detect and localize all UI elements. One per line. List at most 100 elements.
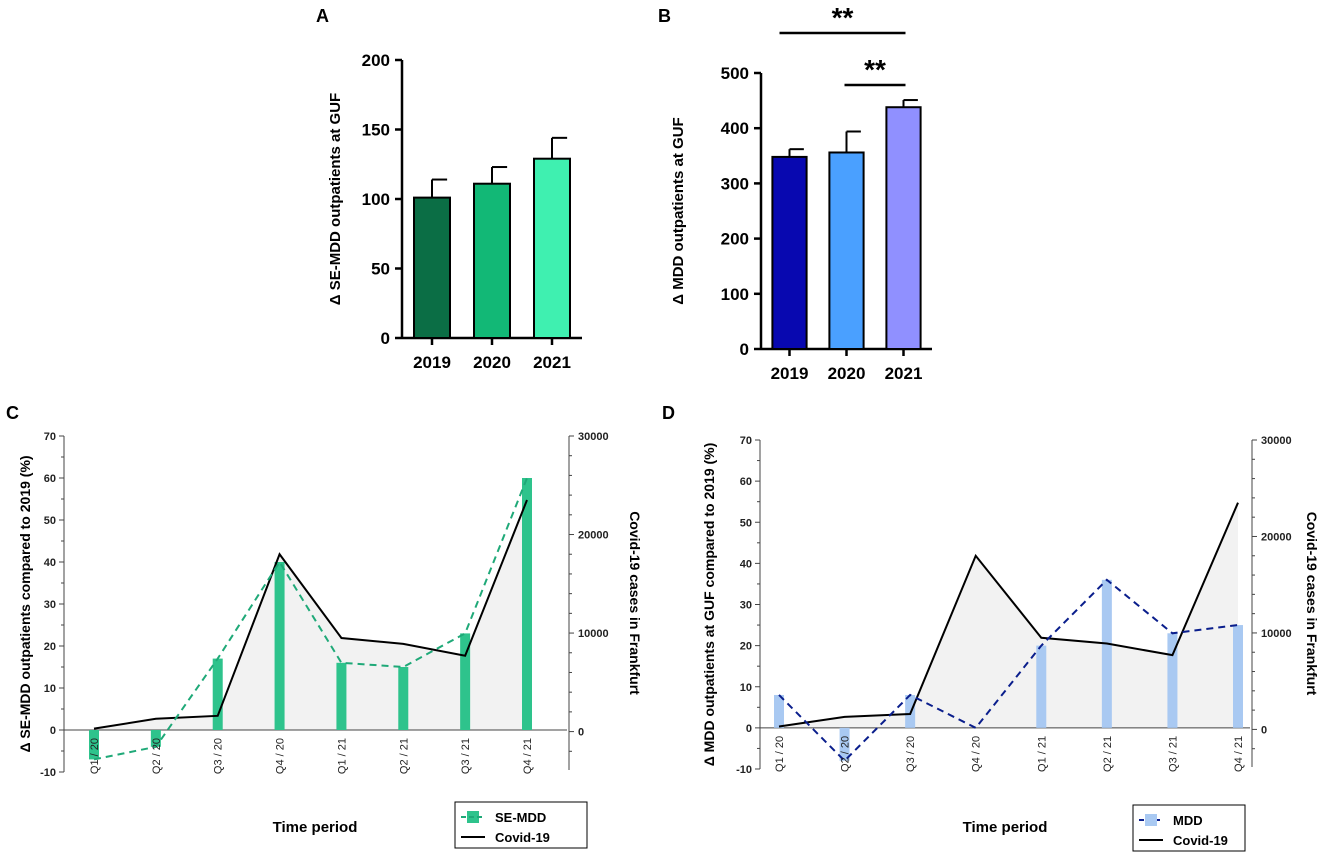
covid-line <box>93 499 528 730</box>
covid-line <box>778 502 1239 728</box>
x-tick-label-q1-20: Q1 / 20 <box>89 738 101 774</box>
x-tick-label-q4-21: Q4 / 21 <box>522 738 534 774</box>
x-tick-label-q2-20: Q2 / 20 <box>151 738 163 774</box>
x-tick-label-q1-21: Q1 / 21 <box>1036 736 1048 772</box>
y-tick-label: 50 <box>371 260 390 279</box>
bar-q1-20 <box>774 694 784 728</box>
bar-q3-21 <box>460 633 471 730</box>
bar-q2-21 <box>398 667 409 730</box>
x-tick-label-q4-20: Q4 / 20 <box>971 736 983 772</box>
bar-2019 <box>413 196 451 339</box>
panel-letter-a: A <box>316 6 329 26</box>
left-y-tick-label: 60 <box>740 476 752 488</box>
right-y-tick-label: 30000 <box>578 431 609 443</box>
x-tick-label-q4-20: Q4 / 20 <box>275 738 287 774</box>
panel-d-combo-chart: -10 0 10 20 30 40 50 60 70 0 10000 20000 30000 Q1 / 2… <box>701 435 1320 852</box>
x-tick-label-2019: 2019 <box>771 364 809 383</box>
legend-label-covid-19: Covid-19 <box>1173 833 1228 848</box>
x-tick-label-q2-20: Q2 / 20 <box>840 736 852 772</box>
bar-q4-20 <box>274 562 285 730</box>
panel-b-bar-chart: 0 100 200 300 400 500 2019 2020 2021 Δ MDD outpat… <box>670 2 932 383</box>
y-tick-label: 300 <box>721 174 749 193</box>
panel-letter-c: C <box>6 403 19 423</box>
right-y-tick-label: 20000 <box>578 530 609 542</box>
y-tick-label: 0 <box>740 340 749 359</box>
y-tick-label: 200 <box>362 51 390 70</box>
y-tick-label: 500 <box>721 64 749 83</box>
panel-letter-d: D <box>662 403 675 423</box>
left-y-tick-label: 20 <box>740 641 752 653</box>
bar-2020 <box>828 151 865 350</box>
panel-a-bar-chart: 0 50 100 150 200 2019 2020 2021 Δ SE-MDD outpati… <box>327 51 582 372</box>
bar-q1-21 <box>336 662 347 730</box>
left-y-axis-label: Δ MDD outpatients at GUF compared to 201… <box>701 443 717 767</box>
bar-q3-20 <box>212 658 223 730</box>
left-y-tick-label: 30 <box>740 600 752 612</box>
left-y-tick-label: 10 <box>740 682 752 694</box>
x-tick-label-q4-21: Q4 / 21 <box>1233 736 1245 772</box>
right-y-tick-label: 30000 <box>1261 435 1292 447</box>
y-tick-label: 400 <box>721 119 749 138</box>
x-tick-label-q3-21: Q3 / 21 <box>460 738 472 774</box>
x-tick-label-q3-21: Q3 / 21 <box>1167 736 1179 772</box>
legend-label-se-mdd: SE-MDD <box>495 810 546 825</box>
bar-q2-21 <box>1101 579 1112 728</box>
left-y-tick-label: -10 <box>40 767 56 779</box>
y-tick-label: 200 <box>721 230 749 249</box>
x-tick-label-2019: 2019 <box>413 353 451 372</box>
left-y-tick-label: 70 <box>740 435 752 447</box>
y-axis-label: Δ MDD outpatients at GUF <box>670 117 687 304</box>
left-y-axis-label: Δ SE-MDD outpatients compared to 2019 (%… <box>17 455 33 752</box>
left-y-tick-label: 50 <box>740 517 752 529</box>
panel-c-combo-chart: -10 0 10 20 30 40 50 60 70 0 10000 20000 30000 Q1 / 2… <box>17 431 643 849</box>
legend-box <box>1132 804 1246 852</box>
left-y-tick-label: 40 <box>44 557 56 569</box>
left-y-tick-label: 0 <box>746 723 752 735</box>
right-y-tick-label: 10000 <box>578 628 609 640</box>
bar-q3-21 <box>1167 633 1178 728</box>
y-tick-label: 100 <box>721 285 749 304</box>
legend-box <box>454 801 588 849</box>
x-tick-label-q3-20: Q3 / 20 <box>213 738 225 774</box>
significance-label: ** <box>832 2 854 33</box>
x-tick-label-2021: 2021 <box>533 353 571 372</box>
bar-2020 <box>473 182 511 339</box>
x-tick-label-2020: 2020 <box>828 364 866 383</box>
x-tick-label-q1-21: Q1 / 21 <box>336 738 348 774</box>
mdd-dashed-line <box>778 578 1239 763</box>
right-y-tick-label: 0 <box>1261 724 1267 736</box>
y-tick-label: 150 <box>362 121 390 140</box>
x-tick-label-q1-20: Q1 / 20 <box>774 736 786 772</box>
x-tick-label-q3-20: Q3 / 20 <box>905 736 917 772</box>
bar-2019 <box>771 155 808 350</box>
y-tick-label: 100 <box>362 190 390 209</box>
bar-q1-21 <box>1036 645 1047 728</box>
bar-2021 <box>885 106 922 350</box>
significance-label: ** <box>864 54 886 85</box>
right-y-axis-label: Covid-19 cases in Frankfurt <box>1304 512 1320 696</box>
bar-q2-20 <box>150 730 161 747</box>
x-tick-label-2021: 2021 <box>885 364 923 383</box>
bar-2021 <box>533 157 571 339</box>
legend-label-mdd: MDD <box>1173 813 1203 828</box>
x-tick-label-q2-21: Q2 / 21 <box>398 738 410 774</box>
legend-label-covid-19: Covid-19 <box>495 830 550 845</box>
bar-q1-20 <box>89 730 99 760</box>
left-y-tick-label: 60 <box>44 473 56 485</box>
y-tick-label: 0 <box>381 329 390 348</box>
left-y-tick-label: 70 <box>44 431 56 443</box>
bar-q4-21 <box>522 478 532 730</box>
left-y-tick-label: -10 <box>736 764 752 776</box>
x-axis-label: Time period <box>963 819 1048 836</box>
left-y-tick-label: 10 <box>44 683 56 695</box>
legend-swatch-mdd <box>1145 814 1157 826</box>
covid-area <box>94 500 527 730</box>
x-tick-label-2020: 2020 <box>473 353 511 372</box>
x-axis-label: Time period <box>273 819 358 836</box>
right-y-tick-label: 20000 <box>1261 531 1292 543</box>
x-tick-label-q2-21: Q2 / 21 <box>1102 736 1114 772</box>
left-y-tick-label: 20 <box>44 641 56 653</box>
right-y-axis-label: Covid-19 cases in Frankfurt <box>627 511 643 695</box>
y-axis-label: Δ SE-MDD outpatients at GUF <box>327 93 344 305</box>
